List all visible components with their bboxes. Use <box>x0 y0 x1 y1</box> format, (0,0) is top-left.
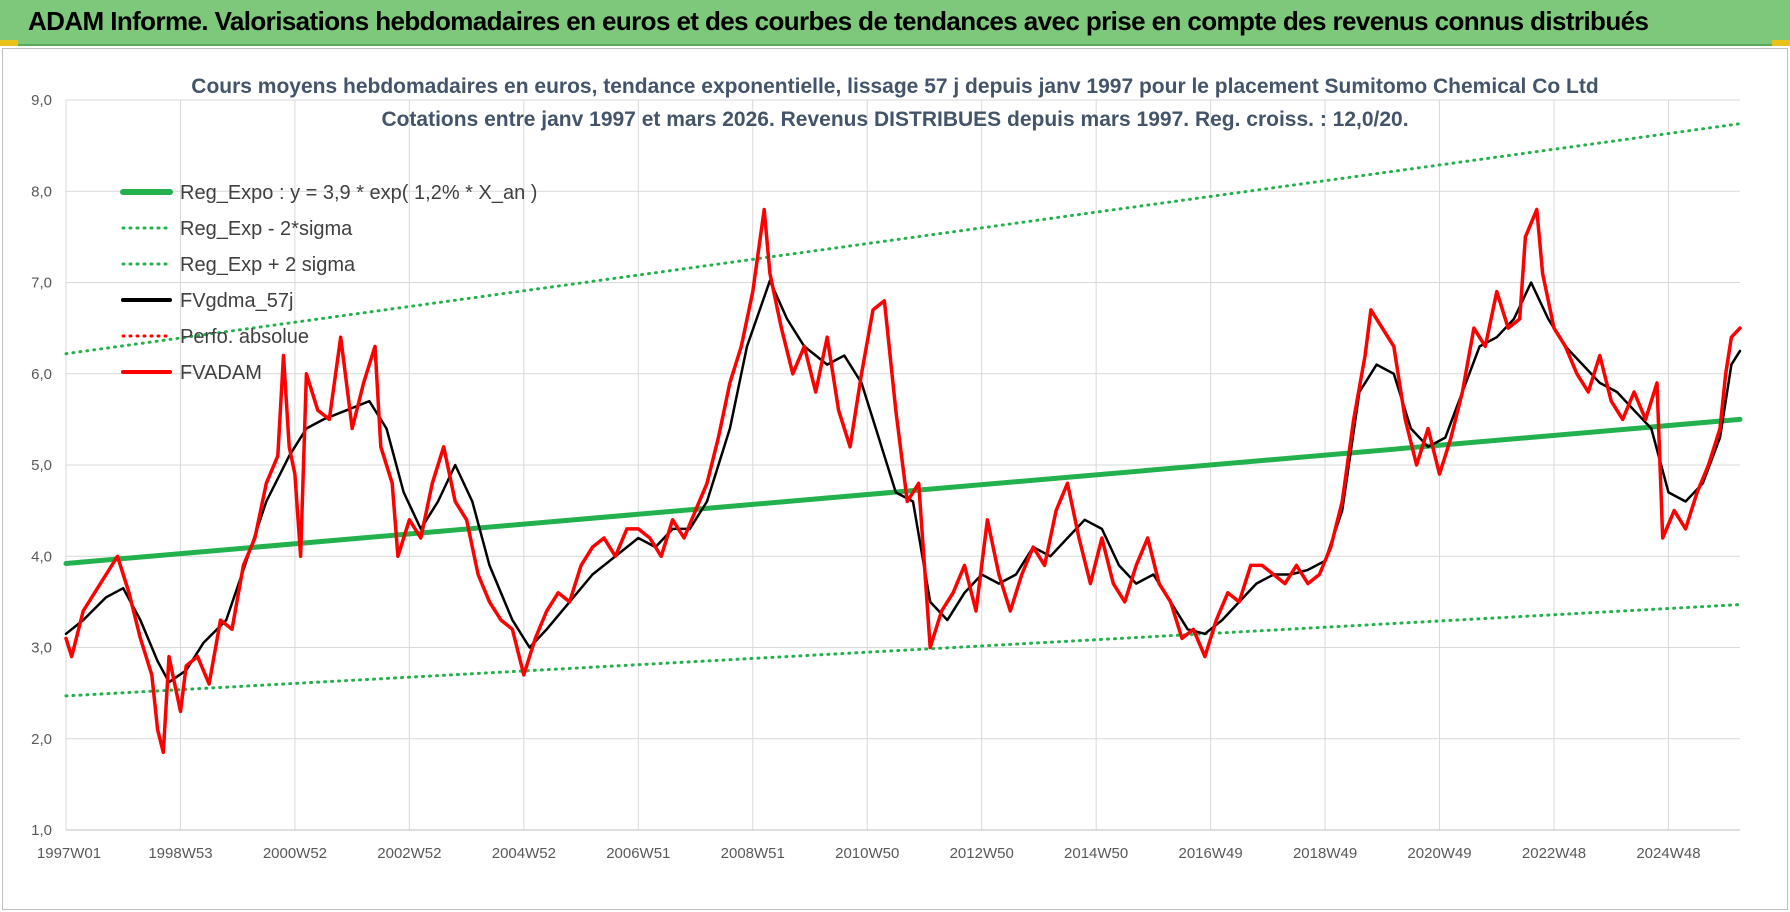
banner-title: ADAM Informe. Valorisations hebdomadaire… <box>28 6 1649 36</box>
y-axis-ticks: 1,0 2,0 3,0 4,0 5,0 6,0 7,0 8,0 9,0 <box>31 92 52 839</box>
y-tick-label: 2,0 <box>31 731 52 748</box>
series-line-1 <box>64 603 1742 698</box>
x-tick-label: 2002W52 <box>377 845 441 862</box>
legend-entry-label: Reg_Exp + 2 sigma <box>180 254 356 276</box>
x-tick-label: 2010W50 <box>835 845 899 862</box>
chart-title: Cours moyens hebdomadaires en euros, ten… <box>191 75 1598 98</box>
x-tick-label: 1997W01 <box>37 845 101 862</box>
x-tick-label: 2022W48 <box>1522 845 1586 862</box>
x-tick-label: 2012W50 <box>950 845 1014 862</box>
x-tick-label: 2020W49 <box>1407 845 1471 862</box>
legend-entry-label: Reg_Exp - 2*sigma <box>180 218 353 240</box>
legend-entry-label: Reg_Expo : y = 3,9 * exp( 1,2% * X_an ) <box>180 182 537 204</box>
corner-accent-left <box>0 40 18 46</box>
legend-entry-label: FVADAM <box>180 362 262 384</box>
legend-entry-label: FVgdma_57j <box>180 290 293 312</box>
series-line-3 <box>64 279 1742 684</box>
x-tick-label: 2004W52 <box>492 845 556 862</box>
x-tick-label: 2008W51 <box>721 845 785 862</box>
series-line-0 <box>63 416 1743 566</box>
y-tick-label: 5,0 <box>31 457 52 474</box>
x-tick-label: 2024W48 <box>1636 845 1700 862</box>
y-tick-label: 4,0 <box>31 548 52 565</box>
y-tick-label: 8,0 <box>31 183 52 200</box>
series-lines <box>63 122 1743 755</box>
corner-accent-right <box>1772 40 1790 46</box>
legend-entry-label: Perfo. absolue <box>180 326 309 348</box>
series-line-5 <box>64 207 1742 755</box>
x-tick-label: 2006W51 <box>606 845 670 862</box>
header-banner: ADAM Informe. Valorisations hebdomadaire… <box>0 0 1790 46</box>
x-tick-label: 2018W49 <box>1293 845 1357 862</box>
y-tick-label: 1,0 <box>31 822 52 839</box>
chart-subtitle: Cotations entre janv 1997 et mars 2026. … <box>381 108 1408 131</box>
series-line-2 <box>64 122 1742 356</box>
y-tick-label: 9,0 <box>31 92 52 109</box>
y-tick-label: 6,0 <box>31 366 52 383</box>
x-axis-ticks: 1997W01 1998W53 2000W52 2002W52 2004W52 2006W… <box>37 845 1701 862</box>
legend: Reg_Expo : y = 3,9 * exp( 1,2% * X_an ) R… <box>120 182 537 384</box>
y-tick-label: 7,0 <box>31 275 52 292</box>
x-tick-label: 2000W52 <box>263 845 327 862</box>
x-tick-label: 2014W50 <box>1064 845 1128 862</box>
x-tick-label: 2016W49 <box>1179 845 1243 862</box>
y-tick-label: 3,0 <box>31 640 52 657</box>
x-tick-label: 1998W53 <box>148 845 212 862</box>
